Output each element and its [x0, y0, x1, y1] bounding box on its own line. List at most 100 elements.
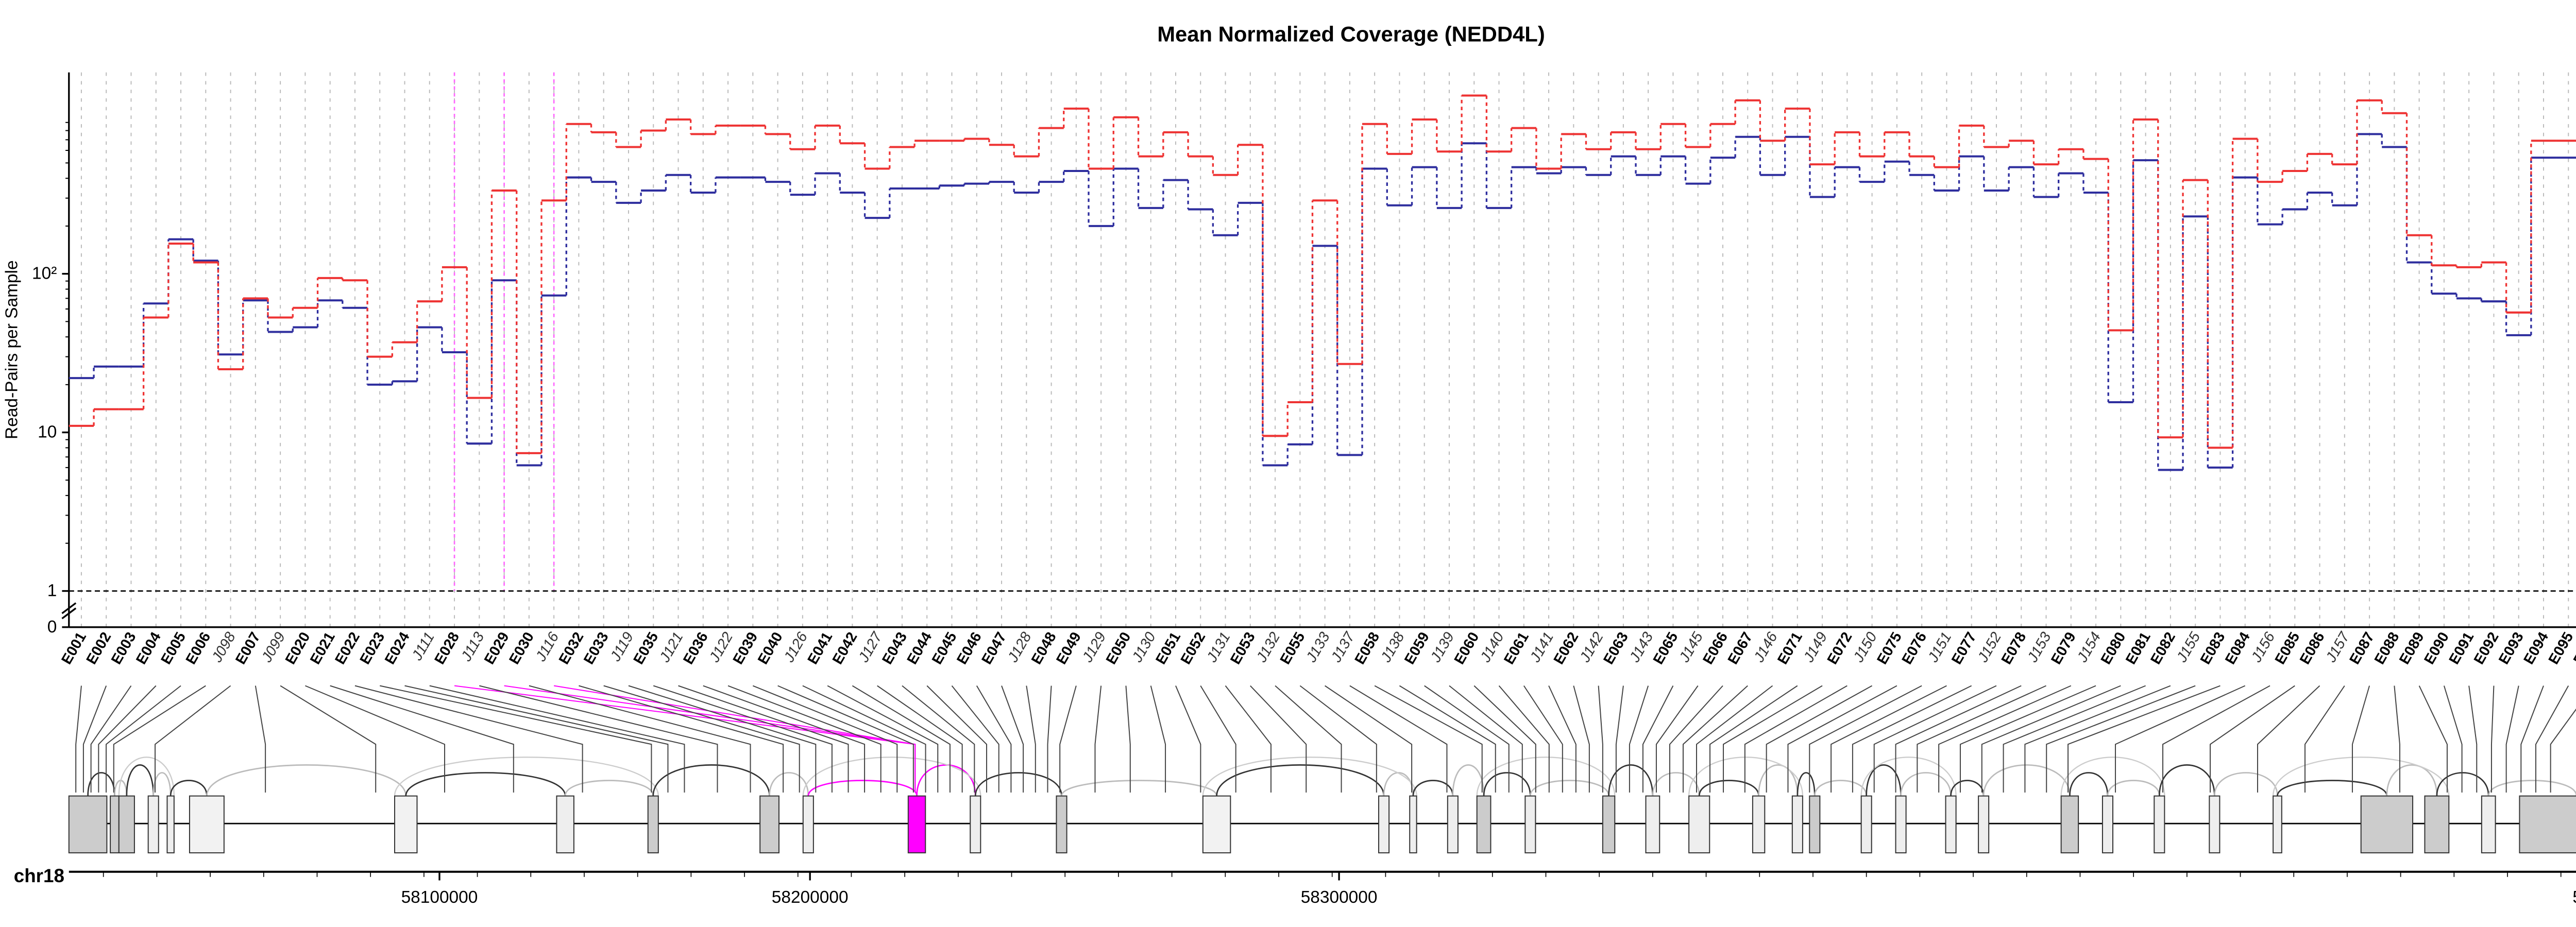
feature-connector	[1374, 685, 1483, 793]
junction-arc	[206, 764, 407, 796]
feature-connector	[1125, 685, 1131, 793]
x-tick-label: E081	[2123, 629, 2154, 667]
x-tick-label: E024	[382, 629, 413, 667]
x-tick-label: E093	[2496, 629, 2527, 667]
feature-connector	[429, 685, 685, 793]
feature-connector	[404, 685, 669, 793]
x-tick-label: E086	[2297, 629, 2328, 667]
x-tick-label: E028	[431, 629, 463, 667]
exon	[2273, 795, 2282, 853]
x-tick-label: E080	[2098, 629, 2129, 667]
x-tick-label: E061	[1501, 629, 1532, 667]
feature-connector	[98, 685, 157, 793]
feature-connector	[2443, 685, 2463, 793]
exon	[118, 795, 135, 853]
exon	[1378, 795, 1390, 853]
feature-connector	[2351, 685, 2370, 793]
feature-connector	[2550, 708, 2576, 793]
x-tick-label: E032	[556, 629, 587, 667]
x-tick-label: E065	[1650, 629, 1682, 667]
exon	[907, 795, 926, 853]
exon	[1524, 795, 1536, 853]
x-tick-label: E006	[182, 629, 214, 667]
junction-arc	[2277, 780, 2388, 796]
feature-connector	[106, 685, 181, 793]
feature-connector	[1809, 685, 1922, 793]
junction-arc	[2069, 772, 2109, 796]
feature-connector	[877, 685, 963, 793]
feature-connector	[2162, 685, 2270, 793]
feature-connector	[1981, 685, 2121, 793]
exon	[1945, 795, 1957, 853]
junction-arc	[1608, 764, 1654, 796]
x-tick-label: E092	[2471, 629, 2502, 667]
feature-connector	[82, 685, 107, 793]
junction-arc	[405, 772, 566, 796]
feature-connector	[1696, 685, 1773, 793]
feature-connector	[330, 685, 514, 793]
feature-connector	[1325, 685, 1413, 793]
x-tick-label: E083	[2197, 629, 2229, 667]
junction-arc	[1866, 764, 1902, 796]
junction-arc	[1652, 772, 1700, 796]
exon	[2209, 795, 2221, 853]
exon	[166, 795, 175, 853]
feature-connector	[852, 685, 951, 793]
exon	[1645, 795, 1660, 853]
exon	[759, 795, 779, 853]
feature-connector	[75, 685, 82, 793]
x-tick-label: E091	[2446, 629, 2477, 667]
feature-connector	[1682, 685, 1748, 793]
x-tick-label: E062	[1551, 629, 1582, 667]
exon	[556, 795, 574, 853]
feature-connector	[926, 685, 988, 793]
x-tick-label: E030	[506, 629, 537, 667]
x-tick-label: J133	[1303, 629, 1333, 665]
genome-tick-label: 58400000	[2572, 888, 2576, 907]
exon	[1978, 795, 1990, 853]
x-tick-label: E076	[1899, 629, 1930, 667]
exon	[2519, 795, 2576, 853]
x-tick-label: E044	[904, 629, 935, 667]
x-tick-label: E005	[158, 629, 189, 667]
feature-connector	[2003, 685, 2146, 793]
feature-connector	[354, 685, 583, 793]
feature-connector	[579, 685, 784, 793]
feature-connector	[1059, 685, 1077, 793]
x-tick-label: E075	[1874, 629, 1905, 667]
junction-arc	[1216, 764, 1385, 796]
chart-title: Mean Normalized Coverage (NEDD4L)	[1157, 22, 1545, 46]
feature-connector	[305, 685, 446, 793]
feature-connector	[1200, 685, 1236, 793]
x-tick-label: E095	[2545, 629, 2576, 667]
exon	[2154, 795, 2165, 853]
exon	[2102, 795, 2114, 853]
feature-connector	[1873, 685, 1997, 793]
x-tick-label: E047	[978, 629, 1010, 667]
exon	[647, 795, 659, 853]
x-tick-label: E036	[680, 629, 711, 667]
feature-connector	[2535, 685, 2569, 793]
x-tick-label: E003	[108, 629, 140, 667]
junction-arc	[394, 757, 659, 796]
junction-arc	[126, 764, 155, 796]
x-tick-label: E041	[804, 629, 836, 667]
feature-connector	[603, 685, 800, 793]
feature-connector	[2418, 685, 2448, 793]
junction-arc	[1412, 780, 1454, 796]
feature-connector	[479, 685, 718, 793]
junction-arc	[1698, 780, 1759, 796]
x-tick-label: E072	[1824, 629, 1856, 667]
feature-connector	[1852, 685, 1972, 793]
exon	[2481, 795, 2496, 853]
junction-arc	[170, 780, 208, 796]
junction-arc	[802, 757, 981, 796]
feature-connector	[1225, 685, 1272, 793]
junction-arc	[1982, 764, 2071, 796]
x-tick-label: E051	[1153, 629, 1184, 667]
x-tick-label: E066	[1700, 629, 1731, 667]
exon	[1752, 795, 1766, 853]
exon	[2060, 795, 2079, 853]
feature-connector	[1424, 685, 1510, 793]
